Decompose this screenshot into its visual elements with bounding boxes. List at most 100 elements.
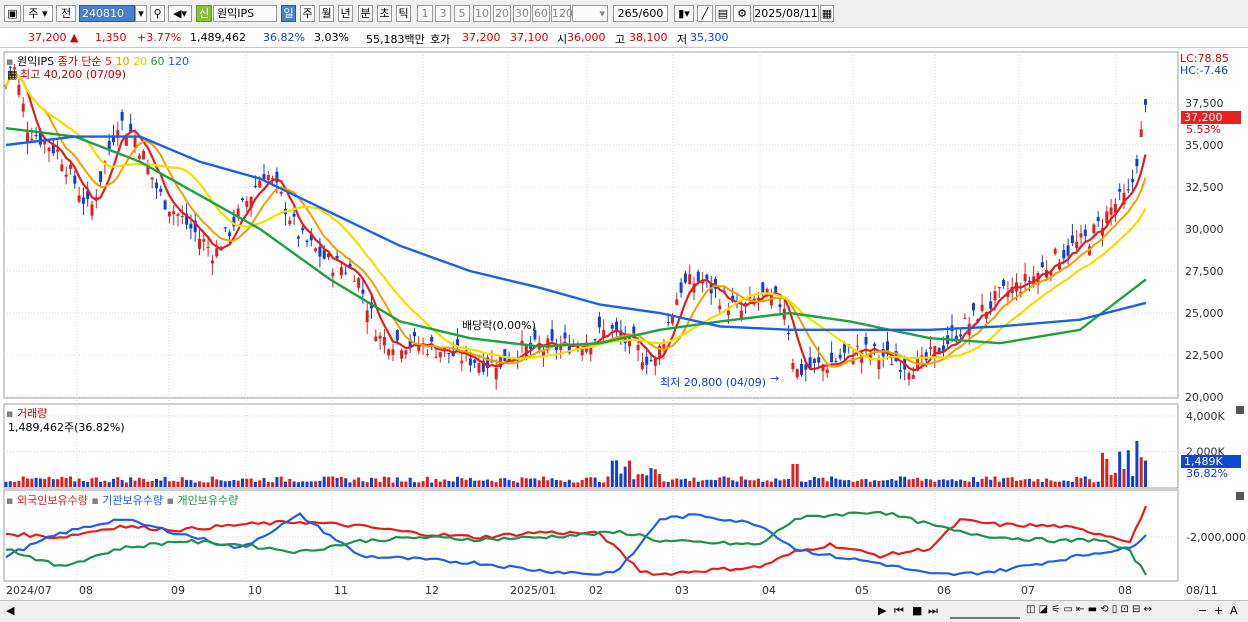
volume-bar xyxy=(159,480,163,487)
tab-month[interactable]: 월 xyxy=(319,5,334,22)
volume-bar xyxy=(847,479,851,487)
price-panel-menu-icon[interactable]: ▦ xyxy=(7,68,18,81)
candle-body xyxy=(318,246,322,257)
volume-bar xyxy=(137,477,141,487)
candle-body xyxy=(107,140,111,150)
stop-icon[interactable]: ■ xyxy=(912,604,923,617)
volume-bar xyxy=(228,481,232,487)
volume-bar xyxy=(348,482,352,487)
open-price: 36,000 xyxy=(567,31,606,44)
tab-week[interactable]: 주 xyxy=(300,5,315,22)
tab-day[interactable]: 일 xyxy=(281,5,296,22)
scroll-left-icon[interactable]: ◀ xyxy=(6,604,15,617)
interval-dropdown[interactable]: ▾ xyxy=(572,5,608,22)
candle-body xyxy=(821,364,825,372)
period-select[interactable]: 주 ▾ xyxy=(23,5,53,22)
volume-bar xyxy=(782,479,786,487)
window-menu-icon[interactable]: ▣ xyxy=(4,5,21,22)
sound-icon[interactable]: ◀▾ xyxy=(168,5,192,22)
volume-bar xyxy=(430,482,434,487)
holdings-tick: -2,000,000 xyxy=(1186,531,1246,544)
candle-body xyxy=(103,161,107,163)
x-axis-label: 10 xyxy=(248,584,262,597)
play-icon[interactable]: ⏭ xyxy=(928,604,938,617)
price-tick-label: 20,000 xyxy=(1185,391,1224,404)
candle-body xyxy=(51,144,55,154)
stock-code-input[interactable]: 240810 xyxy=(79,5,135,22)
volume-bar xyxy=(597,482,601,487)
candle-body xyxy=(963,317,967,319)
volume-bar xyxy=(327,476,330,487)
candle-body xyxy=(215,248,219,257)
volume-bar xyxy=(447,480,451,487)
font-size-icon[interactable]: A xyxy=(1230,604,1238,617)
volume-bar xyxy=(1118,451,1122,487)
volume-bar xyxy=(185,479,189,487)
code-dropdown-icon[interactable]: ▾ xyxy=(135,5,147,22)
candle-body xyxy=(434,356,438,358)
volume-bar xyxy=(924,478,928,487)
volume-bar xyxy=(559,480,563,487)
price-value: 37,200 xyxy=(28,31,67,44)
volume-bar xyxy=(425,476,429,487)
volume-bar xyxy=(357,477,361,487)
candle-body xyxy=(1118,188,1122,192)
volume-bar xyxy=(907,479,911,487)
interval-30[interactable]: 30 xyxy=(513,5,531,22)
candle-body xyxy=(696,271,700,282)
tab-tick[interactable]: 틱 xyxy=(396,5,411,22)
interval-120[interactable]: 120 xyxy=(551,5,573,22)
x-axis-label: 06 xyxy=(937,584,951,597)
calendar-icon[interactable]: ▦ xyxy=(820,5,834,22)
tool-icons[interactable]: ◫ ◪ ⚟ ▭ ⇤ ▬ ⟲ ▯ ⊡ ⊟ ↔ xyxy=(1026,604,1152,615)
save-icon[interactable]: ▤ xyxy=(715,5,731,22)
candle-body xyxy=(202,239,206,242)
volume-bar xyxy=(1075,476,1079,487)
draw-tool-icon[interactable]: ╱ xyxy=(697,5,713,22)
candle-body xyxy=(266,175,270,181)
interval-20[interactable]: 20 xyxy=(493,5,511,22)
zoom-slider[interactable] xyxy=(950,603,1020,619)
candle-body xyxy=(645,356,649,365)
volume-bar xyxy=(941,479,945,487)
date-field[interactable]: 2025/08/11 xyxy=(753,5,819,22)
volume-bar xyxy=(946,480,950,487)
chart-type-icon[interactable]: ▮▾ xyxy=(674,5,694,22)
tab-year[interactable]: 년 xyxy=(338,5,353,22)
interval-3[interactable]: 3 xyxy=(435,5,451,22)
candle-body xyxy=(838,354,842,359)
candle-body xyxy=(937,348,941,355)
legend-square-icon: ▪ xyxy=(6,407,14,420)
candle-body xyxy=(830,352,834,363)
volume-bar xyxy=(507,479,511,487)
prev-button[interactable]: 전 xyxy=(56,5,76,22)
settings-gear-icon[interactable]: ⚙ xyxy=(733,5,751,22)
x-axis-label: 09 xyxy=(171,584,185,597)
volume-bar xyxy=(477,480,481,487)
volume-bar xyxy=(959,479,963,487)
tab-second[interactable]: 초 xyxy=(377,5,392,22)
interval-10[interactable]: 10 xyxy=(473,5,491,22)
candle-body xyxy=(1023,273,1027,282)
count-field[interactable]: 265/600 xyxy=(613,5,668,22)
rewind-icon[interactable]: ⏮ xyxy=(894,604,904,617)
volume-bar xyxy=(215,479,219,487)
interval-60[interactable]: 60 xyxy=(532,5,550,22)
zoom-out-icon[interactable]: − xyxy=(1198,604,1208,617)
zoom-in-icon[interactable]: + xyxy=(1214,604,1224,617)
volume-bar xyxy=(219,480,223,487)
stock-name-field[interactable]: 원익IPS xyxy=(213,5,277,22)
volume-bar xyxy=(563,481,567,487)
candle-body xyxy=(365,310,369,323)
scroll-right-icon[interactable]: ▶ xyxy=(878,604,887,617)
search-icon[interactable]: ⚲ xyxy=(150,5,165,22)
chart-area[interactable]: 20,000 22,500 25,000 27,500 30,000 32,500 35,0… xyxy=(0,48,1248,600)
interval-5[interactable]: 5 xyxy=(454,5,470,22)
tab-minute[interactable]: 분 xyxy=(358,5,373,22)
ask-price-1: 37,200 xyxy=(462,31,501,44)
interval-1[interactable]: 1 xyxy=(417,5,433,22)
volume-bar xyxy=(533,478,537,487)
legend-ma120: 120 xyxy=(168,55,190,68)
volume-bar xyxy=(1036,479,1040,487)
candle-body xyxy=(395,330,399,341)
